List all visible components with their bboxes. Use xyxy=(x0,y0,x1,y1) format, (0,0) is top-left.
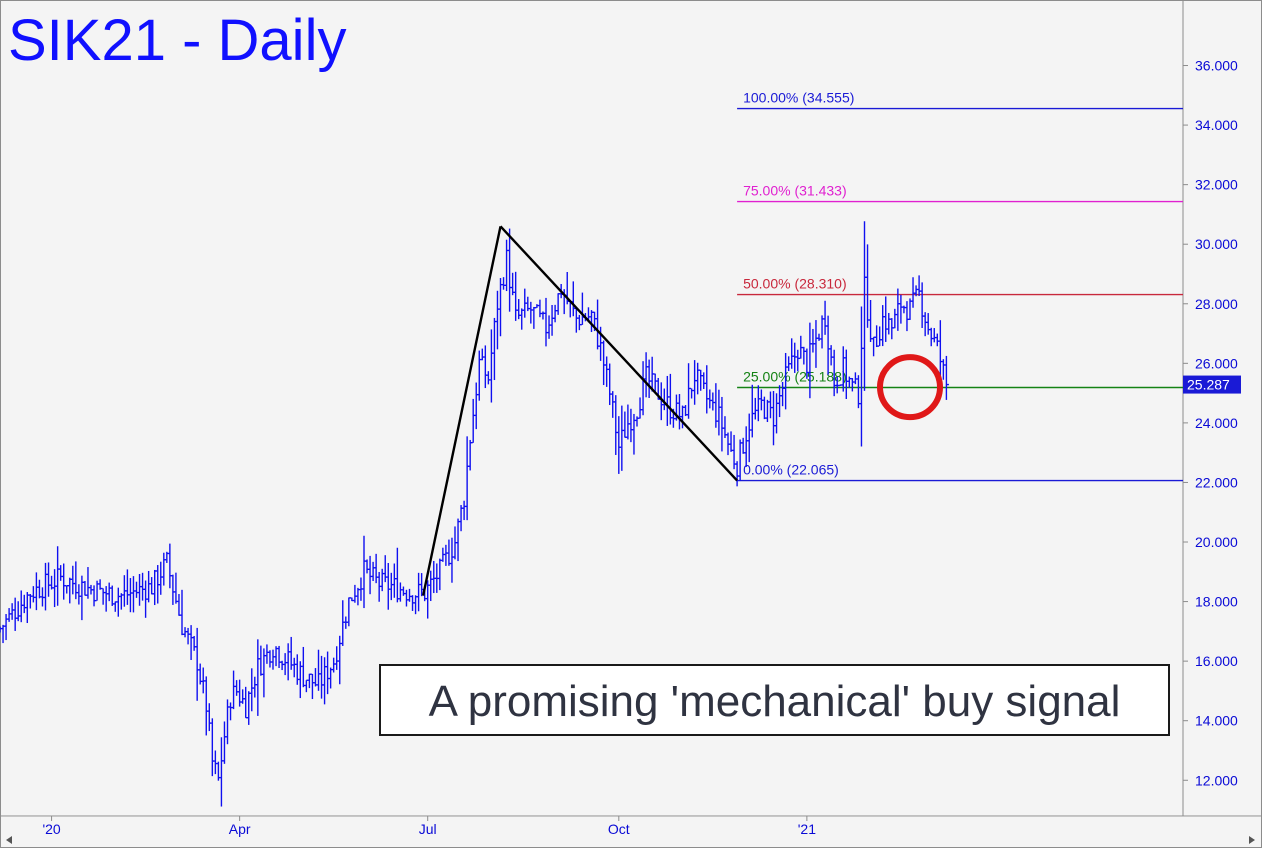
fib-level-label: 75.00% (31.433) xyxy=(743,183,847,199)
y-tick-label: 34.000 xyxy=(1195,117,1238,133)
abc-pattern xyxy=(421,225,738,596)
time-axis: '20 Apr Jul Oct '21 xyxy=(42,816,816,837)
y-tick-label: 16.000 xyxy=(1195,653,1238,669)
annotation-box xyxy=(379,664,1170,736)
fib-level-label: 0.00% (22.065) xyxy=(743,462,839,478)
buy-signal-circle xyxy=(877,354,943,421)
y-tick-label: 24.000 xyxy=(1195,415,1238,431)
scroll-right-icon[interactable] xyxy=(1246,834,1258,846)
time-axis-panel xyxy=(0,817,1262,848)
scroll-left-icon[interactable] xyxy=(3,834,15,846)
x-tick-label: Jul xyxy=(419,821,437,837)
last-price-marker xyxy=(1183,375,1241,394)
pattern-leg xyxy=(421,226,502,596)
y-tick-label: 28.000 xyxy=(1195,296,1238,312)
price-bars xyxy=(0,221,949,807)
price-axis-panel xyxy=(1183,0,1262,816)
y-tick-label: 26.000 xyxy=(1195,355,1238,371)
y-tick-label: 22.000 xyxy=(1195,474,1238,490)
x-tick-label: Apr xyxy=(229,821,251,837)
price-axis: 12.000 14.000 16.000 18.000 20.000 22.000 24.0… xyxy=(1183,58,1238,788)
y-tick-label: 20.000 xyxy=(1195,534,1238,550)
x-tick-label: '21 xyxy=(798,821,816,837)
fib-level-label: 25.00% (25.188) xyxy=(743,369,847,385)
fib-level-label: 100.00% (34.555) xyxy=(743,90,854,106)
y-tick-label: 32.000 xyxy=(1195,177,1238,193)
pattern-leg xyxy=(499,225,738,482)
fibonacci-levels: 100.00% (34.555) 75.00% (31.433) 50.00% (2… xyxy=(737,90,1183,482)
x-tick-label: Oct xyxy=(608,821,630,837)
y-tick-label: 14.000 xyxy=(1195,713,1238,729)
y-tick-label: 36.000 xyxy=(1195,58,1238,74)
chart-title: SIK21 - Daily xyxy=(8,8,346,73)
annotation-text: A promising 'mechanical' buy signal xyxy=(429,677,1121,726)
last-price-label: 25.287 xyxy=(1187,377,1230,393)
y-tick-label: 12.000 xyxy=(1195,772,1238,788)
y-tick-label: 30.000 xyxy=(1195,236,1238,252)
y-tick-label: 18.000 xyxy=(1195,594,1238,610)
x-tick-label: '20 xyxy=(42,821,60,837)
fib-level-label: 50.00% (28.310) xyxy=(743,276,847,292)
